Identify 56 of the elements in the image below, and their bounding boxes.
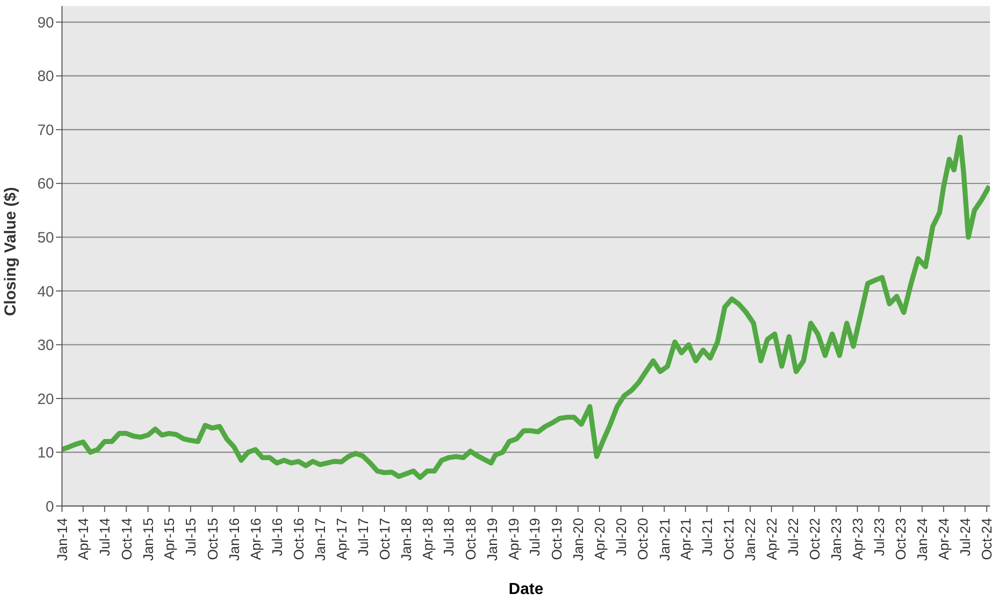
x-tick-label: Jan-17 <box>312 518 328 561</box>
x-tick-label: Jul-21 <box>698 518 715 556</box>
x-tick-label: Jul-16 <box>268 518 285 556</box>
x-tick-label: Apr-20 <box>591 518 608 560</box>
x-tick-label: Apr-22 <box>763 518 780 560</box>
x-tick-label: Jul-23 <box>870 518 887 556</box>
x-tick-label: Oct-18 <box>462 518 478 560</box>
y-tick-label: 30 <box>37 337 54 354</box>
x-tick-label: Jul-19 <box>526 518 543 556</box>
x-tick-label: Jan-24 <box>914 518 930 561</box>
x-tick-label: Oct-14 <box>118 518 134 560</box>
y-tick-label: 40 <box>37 283 54 300</box>
y-tick-label: 90 <box>37 14 54 32</box>
y-axis-title: Closing Value ($) <box>2 187 20 316</box>
y-tick-label: 80 <box>37 68 54 86</box>
x-tick-label: Jan-16 <box>226 518 242 561</box>
y-tick-label: 70 <box>37 122 54 139</box>
x-tick-label: Apr-14 <box>75 518 92 560</box>
x-tick-label: Jan-15 <box>140 518 156 561</box>
x-tick-label: Oct-20 <box>634 518 651 560</box>
x-tick-label: Oct-15 <box>204 518 220 560</box>
x-tick-label: Apr-19 <box>505 518 522 560</box>
x-tick-label: Jul-20 <box>612 518 629 556</box>
x-tick-label: Oct-23 <box>892 518 908 560</box>
x-tick-label: Jan-21 <box>656 518 672 561</box>
x-tick-label: Jan-19 <box>484 518 500 561</box>
x-tick-label: Jan-14 <box>54 518 70 561</box>
x-tick-label: Oct-16 <box>290 518 306 560</box>
x-tick-label: Oct-21 <box>720 518 737 560</box>
x-axis-title: Date <box>508 581 544 598</box>
x-tick-label: Jul-14 <box>96 518 113 556</box>
x-tick-label: Apr-24 <box>936 518 952 560</box>
y-tick-label: 0 <box>46 498 54 516</box>
x-tick-label: Jul-15 <box>182 518 199 556</box>
x-tick-label: Oct-22 <box>806 518 823 560</box>
x-tick-label: Apr-16 <box>247 518 264 560</box>
x-tick-label: Oct-24 <box>978 518 995 560</box>
y-tick-label: 60 <box>37 176 54 193</box>
x-tick-label: Jan-22 <box>742 518 758 561</box>
x-tick-label: Jan-20 <box>570 518 586 561</box>
x-tick-label: Jan-18 <box>398 518 414 561</box>
x-tick-label: Apr-17 <box>333 518 350 560</box>
x-tick-label: Jul-24 <box>957 518 974 556</box>
x-tick-label: Jul-17 <box>354 518 371 556</box>
x-tick-label: Jul-18 <box>440 518 457 556</box>
x-tick-label: Oct-19 <box>548 518 564 560</box>
x-tick-label: Jan-23 <box>828 518 844 561</box>
y-tick-label: 50 <box>37 230 54 247</box>
x-tick-label: Jul-22 <box>784 518 801 556</box>
x-tick-label: Apr-21 <box>677 518 694 560</box>
x-tick-label: Apr-23 <box>849 518 866 560</box>
x-tick-label: Oct-17 <box>376 518 392 560</box>
y-tick-label: 20 <box>37 390 54 408</box>
x-tick-label: Apr-15 <box>161 518 178 560</box>
x-tick-label: Apr-18 <box>419 518 436 560</box>
y-tick-label: 10 <box>37 444 54 462</box>
